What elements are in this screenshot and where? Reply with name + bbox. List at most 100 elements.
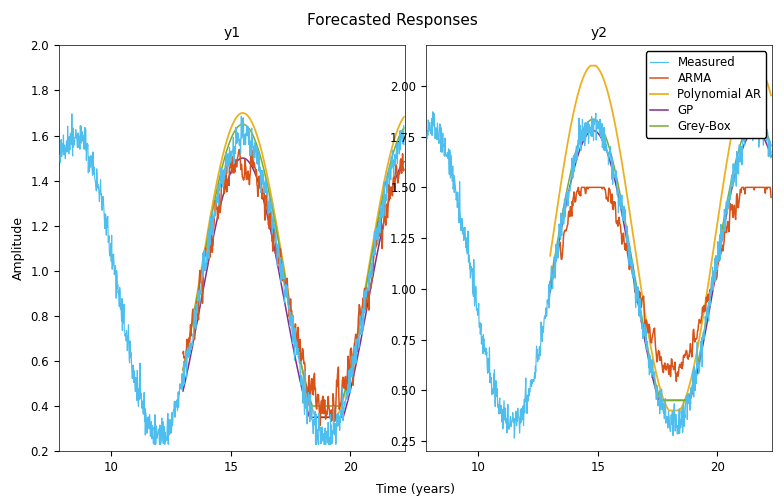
Measured <box>150 442 159 448</box>
Polynomial AR <box>298 370 307 376</box>
Measured <box>203 254 212 260</box>
ARMA <box>284 302 293 308</box>
GP <box>395 166 405 172</box>
Measured <box>315 426 325 432</box>
Legend: Measured, ARMA, Polynomial AR, GP, Grey-Box: Measured, ARMA, Polynomial AR, GP, Grey-… <box>645 51 766 138</box>
Grey-Box <box>677 397 687 403</box>
Measured <box>668 418 677 424</box>
GP <box>727 186 736 193</box>
Grey-Box <box>310 403 320 409</box>
Polynomial AR <box>311 414 321 420</box>
Line: Polynomial AR: Polynomial AR <box>550 66 771 410</box>
Grey-Box <box>399 125 408 131</box>
ARMA <box>574 184 583 191</box>
Measured <box>428 109 437 115</box>
Measured <box>682 396 691 402</box>
ARMA <box>361 286 370 292</box>
Measured <box>460 224 470 230</box>
ARMA <box>766 195 775 201</box>
Polynomial AR <box>546 253 555 259</box>
Grey-Box <box>284 294 293 300</box>
GP <box>298 390 307 396</box>
Polynomial AR <box>766 92 775 98</box>
ARMA <box>678 364 688 370</box>
Polynomial AR <box>586 62 596 69</box>
GP <box>238 155 248 161</box>
Grey-Box <box>651 378 660 384</box>
GP <box>652 390 661 396</box>
Line: GP: GP <box>183 158 404 417</box>
Line: GP: GP <box>550 131 771 400</box>
Line: Polynomial AR: Polynomial AR <box>183 113 404 417</box>
Grey-Box <box>238 121 248 128</box>
Measured <box>766 148 775 154</box>
GP <box>666 397 675 403</box>
Polynomial AR <box>310 413 320 419</box>
ARMA <box>285 309 295 316</box>
Measured <box>510 435 519 441</box>
Grey-Box <box>656 397 666 403</box>
ARMA <box>652 359 662 365</box>
Measured <box>423 136 432 142</box>
Grey-Box <box>361 290 370 296</box>
Polynomial AR <box>652 373 662 379</box>
ARMA <box>178 350 187 356</box>
Line: ARMA: ARMA <box>550 187 771 382</box>
Grey-Box <box>546 281 555 287</box>
Grey-Box <box>178 366 187 372</box>
Grey-Box <box>727 176 736 182</box>
Grey-Box <box>395 133 405 139</box>
Line: ARMA: ARMA <box>183 144 404 425</box>
GP <box>677 397 687 403</box>
Measured <box>399 142 408 148</box>
Polynomial AR <box>284 291 293 297</box>
GP <box>655 397 664 403</box>
Polynomial AR <box>728 129 737 135</box>
Polynomial AR <box>666 407 675 413</box>
ARMA <box>246 141 256 147</box>
Measured <box>720 219 729 225</box>
GP <box>284 319 293 325</box>
GP <box>305 414 314 420</box>
Grey-Box <box>298 369 307 375</box>
Measured <box>93 181 103 187</box>
Line: Measured: Measured <box>60 114 404 445</box>
GP <box>766 153 775 159</box>
ARMA <box>546 280 555 286</box>
Measured <box>67 111 77 117</box>
Polynomial AR <box>399 114 408 120</box>
Line: Grey-Box: Grey-Box <box>183 124 404 406</box>
Measured <box>301 384 310 390</box>
Measured <box>56 152 65 158</box>
Title: y2: y2 <box>590 26 608 40</box>
Grey-Box <box>751 116 760 122</box>
Measured <box>145 416 154 422</box>
Polynomial AR <box>285 299 295 305</box>
Polynomial AR <box>651 367 660 373</box>
GP <box>751 128 760 134</box>
Text: Forecasted Responses: Forecasted Responses <box>307 13 477 28</box>
ARMA <box>651 343 660 349</box>
GP <box>361 316 370 322</box>
GP <box>762 141 771 147</box>
Title: y1: y1 <box>223 26 241 40</box>
GP <box>178 388 187 394</box>
Polynomial AR <box>178 367 187 373</box>
Grey-Box <box>762 130 771 136</box>
ARMA <box>762 184 771 191</box>
Polynomial AR <box>361 287 370 293</box>
ARMA <box>672 379 681 385</box>
Polynomial AR <box>762 78 771 84</box>
Grey-Box <box>652 384 661 390</box>
Measured <box>570 156 579 162</box>
GP <box>310 414 320 420</box>
Line: Measured: Measured <box>427 112 771 438</box>
ARMA <box>399 166 408 172</box>
ARMA <box>666 368 675 374</box>
GP <box>651 385 660 391</box>
ARMA <box>298 348 307 354</box>
Y-axis label: Amplitude: Amplitude <box>12 216 25 280</box>
GP <box>546 289 555 295</box>
Text: Time (years): Time (years) <box>376 483 455 496</box>
Line: Grey-Box: Grey-Box <box>550 119 771 400</box>
